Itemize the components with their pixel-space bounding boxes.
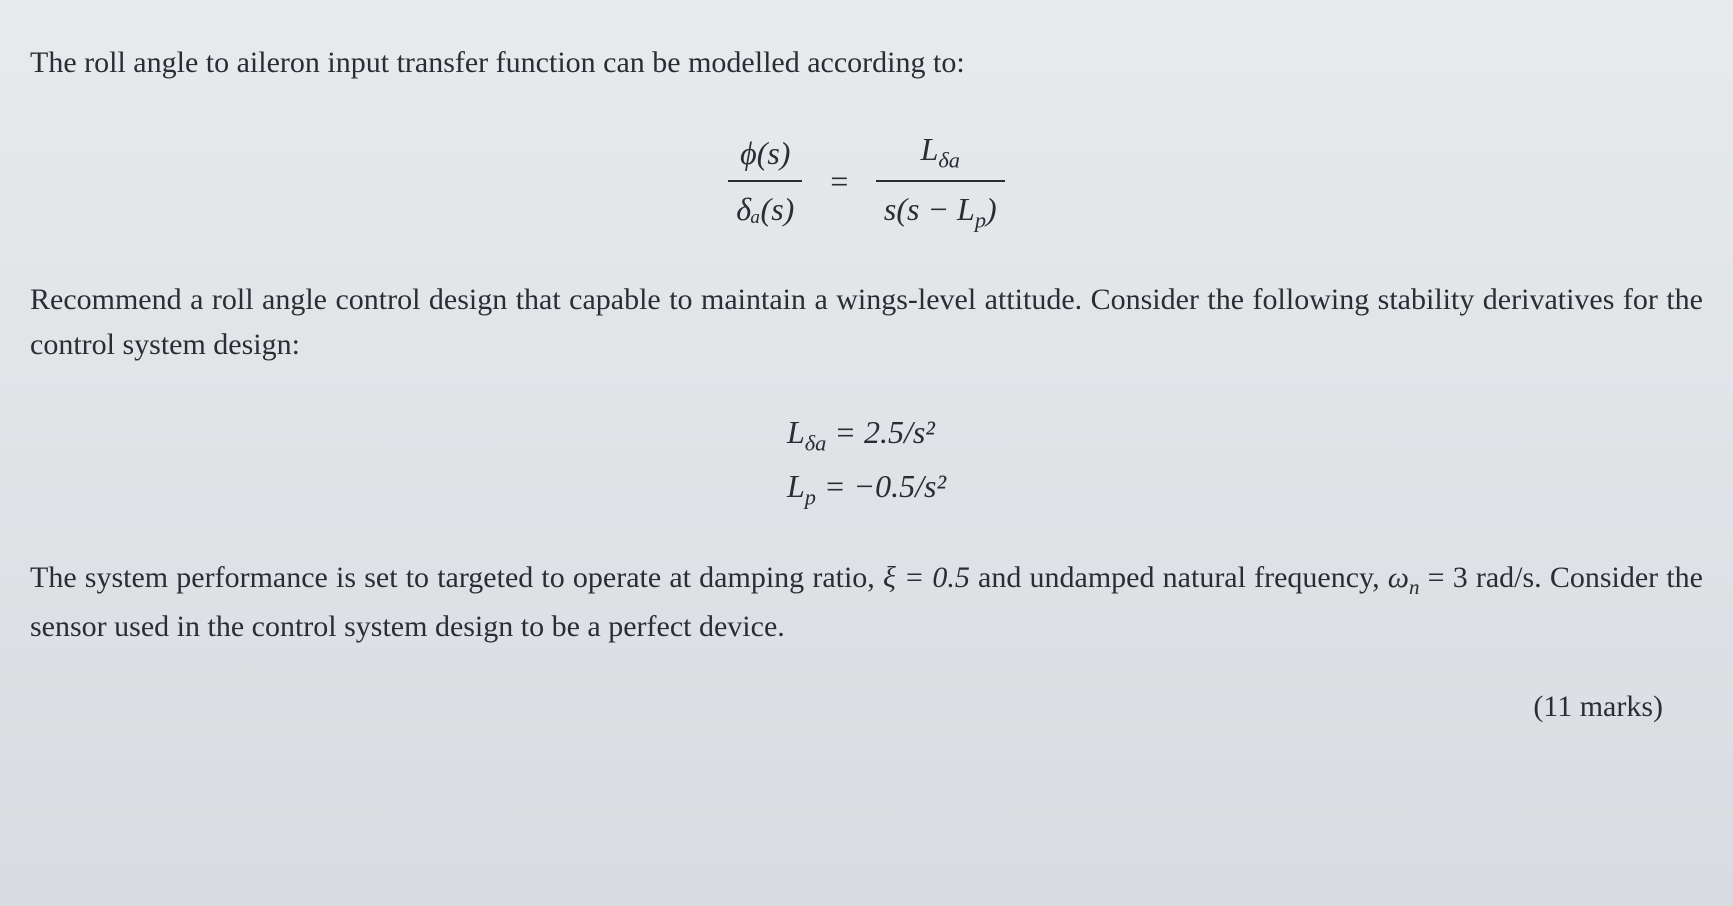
derivative-line-1: Lδa = 2.5/s² [787,407,946,461]
equals-sign: = [828,163,850,199]
rhs-fraction: Lδa s(s − Lp) [876,125,1005,237]
lhs-numerator: ϕ(s) [728,129,802,182]
intro-paragraph: The roll angle to aileron input transfer… [30,40,1703,85]
marks-label: (11 marks) [30,684,1703,729]
zeta-expression: ξ = 0.5 [883,561,970,594]
lhs-denominator: δₐ(s) [728,182,802,233]
performance-paragraph: The system performance is set to targete… [30,555,1703,649]
derivatives-block: Lδa = 2.5/s² Lp = −0.5/s² [30,407,1703,515]
lhs-fraction: ϕ(s) δₐ(s) [728,129,802,233]
rhs-numerator: Lδa [876,125,1005,182]
omega-var: ω [1388,561,1409,594]
recommend-paragraph: Recommend a roll angle control design th… [30,277,1703,367]
transfer-function-equation: ϕ(s) δₐ(s) = Lδa s(s − Lp) [30,125,1703,237]
derivative-line-2: Lp = −0.5/s² [787,461,946,515]
rhs-denominator: s(s − Lp) [876,182,1005,237]
